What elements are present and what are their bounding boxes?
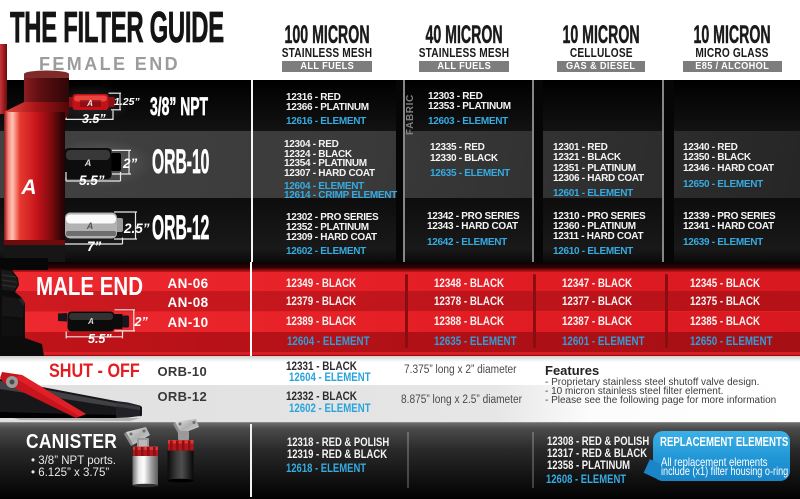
svg-text:A: A bbox=[86, 99, 93, 108]
svg-text:A: A bbox=[86, 221, 94, 231]
svg-text:A: A bbox=[20, 176, 36, 199]
svg-text:A: A bbox=[87, 317, 94, 326]
svg-text:A: A bbox=[84, 158, 92, 168]
